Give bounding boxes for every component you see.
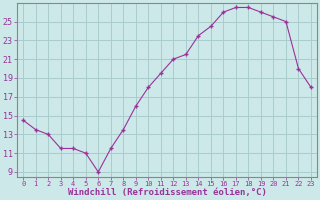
X-axis label: Windchill (Refroidissement éolien,°C): Windchill (Refroidissement éolien,°C)	[68, 188, 267, 197]
